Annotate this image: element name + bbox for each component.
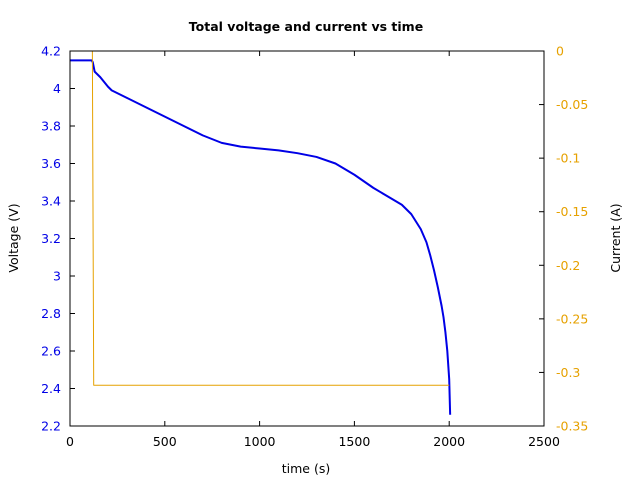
y-tick-label: 3.4 bbox=[41, 194, 61, 209]
y2-tick-label: -0.3 bbox=[556, 365, 580, 380]
y2-axis-label: Current (A) bbox=[608, 203, 623, 272]
y2-tick-label: -0.05 bbox=[556, 97, 588, 112]
y2-tick-label: -0.35 bbox=[556, 419, 588, 434]
x-tick-label: 1500 bbox=[338, 434, 370, 449]
chart-title: Total voltage and current vs time bbox=[189, 19, 423, 34]
y-tick-label: 2.6 bbox=[41, 344, 61, 359]
y-tick-label: 2.8 bbox=[41, 306, 61, 321]
plot-frame bbox=[69, 50, 545, 427]
y2-tick-label: -0.2 bbox=[556, 258, 580, 273]
y-tick-label: 4 bbox=[53, 81, 61, 96]
y-tick-label: 2.4 bbox=[41, 381, 61, 396]
x-tick-label: 0 bbox=[66, 434, 74, 449]
y2-tick-label: -0.25 bbox=[556, 311, 588, 326]
y-axis-label: Voltage (V) bbox=[6, 203, 21, 272]
plot-area bbox=[70, 50, 452, 415]
y-tick-label: 3 bbox=[53, 269, 61, 284]
y2-tick-label: 0 bbox=[556, 44, 564, 59]
x-axis-label: time (s) bbox=[282, 461, 330, 476]
x-tick-label: 500 bbox=[153, 434, 177, 449]
y-tick-label: 3.8 bbox=[41, 119, 61, 134]
axes: 0 500 1000 1500 2000 2500 2.2 2.4 2.6 2.8 3 3.2 3.4 3… bbox=[41, 44, 588, 450]
y-tick-label: 4.2 bbox=[41, 44, 61, 59]
y2-tick-label: -0.15 bbox=[556, 204, 588, 219]
x-tick-label: 2000 bbox=[433, 434, 465, 449]
x-tick-label: 2500 bbox=[528, 434, 560, 449]
y2-tick-label: -0.1 bbox=[556, 151, 580, 166]
y-tick-label: 3.6 bbox=[41, 156, 61, 171]
y-tick-label: 2.2 bbox=[41, 419, 61, 434]
voltage-series-line bbox=[70, 59, 452, 415]
y-tick-label: 3.2 bbox=[41, 231, 61, 246]
x-tick-label: 1000 bbox=[244, 434, 276, 449]
current-series-line bbox=[90, 50, 450, 386]
